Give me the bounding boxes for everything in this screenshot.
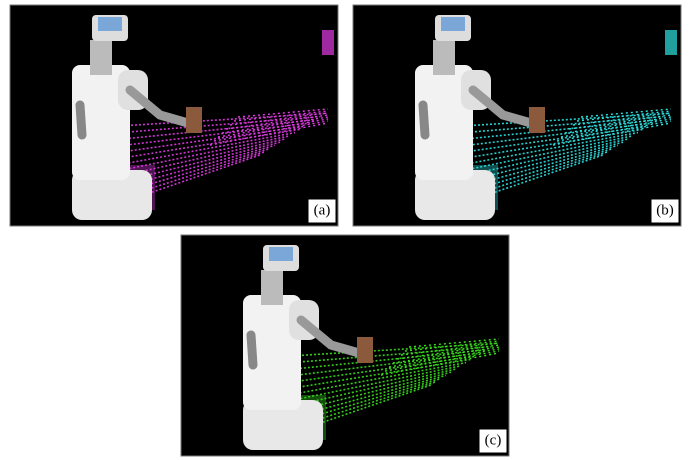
object-box xyxy=(529,107,545,133)
point-cloud-stripe xyxy=(443,131,639,169)
robot-arm xyxy=(75,100,87,140)
robot-base xyxy=(415,170,495,220)
point-cloud-stripe xyxy=(404,340,500,352)
object-box xyxy=(186,107,202,133)
point-cloud-stripe xyxy=(100,131,296,169)
point-cloud-stripe xyxy=(209,122,329,146)
point-cloud-stripe xyxy=(384,350,500,372)
point-cloud-stripe xyxy=(271,361,467,399)
panel-label: (b) xyxy=(656,202,674,218)
point-cloud-stripe xyxy=(380,352,500,376)
point-cloud-stripe xyxy=(388,348,500,368)
robot-column xyxy=(261,270,283,305)
robot-arm xyxy=(418,100,430,140)
point-cloud-stripe xyxy=(572,112,672,126)
point-cloud-stripe xyxy=(396,344,500,360)
point-cloud-stripe xyxy=(408,338,500,348)
point-cloud-stripe xyxy=(283,349,487,371)
robot-torso xyxy=(243,295,301,410)
robot-column xyxy=(90,40,112,75)
point-cloud-stripe xyxy=(455,119,659,141)
label-box xyxy=(478,428,508,454)
point-cloud-stripe xyxy=(109,122,311,148)
panel: (c) xyxy=(180,234,510,457)
point-cloud-stripe xyxy=(213,120,329,142)
point-cloud-stripe xyxy=(106,125,306,155)
label-box xyxy=(307,198,337,224)
robot-screen xyxy=(98,17,122,31)
point-cloud-stripe xyxy=(576,110,672,122)
panel: (b) xyxy=(352,4,682,227)
robot-screen xyxy=(269,247,293,261)
point-cloud-stripe xyxy=(560,118,672,138)
panel: (a) xyxy=(9,4,339,227)
point-cloud-stripe xyxy=(280,352,482,378)
point-cloud-far xyxy=(322,30,334,55)
robot-arm xyxy=(125,85,193,128)
point-cloud-stripe xyxy=(225,114,329,130)
point-cloud-stripe xyxy=(568,114,672,130)
point-cloud-stripe xyxy=(237,108,329,118)
point-cloud-stripe xyxy=(103,128,301,162)
robot-arm xyxy=(296,315,364,358)
robot-base xyxy=(72,170,152,220)
object-box xyxy=(357,337,373,363)
point-cloud-stripe xyxy=(446,128,644,162)
point-cloud-stripe xyxy=(449,125,649,155)
panel-label: (a) xyxy=(314,202,331,218)
robot-screen xyxy=(441,17,465,31)
point-cloud-stripe xyxy=(452,122,654,148)
robot-torso xyxy=(72,65,130,180)
robot-base xyxy=(243,400,323,450)
point-cloud-stripe xyxy=(233,110,329,122)
point-cloud-far xyxy=(665,30,677,55)
robot-column xyxy=(433,40,455,75)
robot-arm xyxy=(246,330,258,370)
point-cloud-stripe xyxy=(556,120,672,142)
point-cloud-stripe xyxy=(229,112,329,126)
point-cloud-stripe xyxy=(400,342,500,356)
point-cloud-stripe xyxy=(274,358,472,392)
panel-label: (c) xyxy=(485,432,502,448)
point-cloud-stripe xyxy=(580,108,672,118)
point-cloud-stripe xyxy=(552,122,672,146)
robot-torso xyxy=(415,65,473,180)
point-cloud-stripe xyxy=(217,118,329,138)
robot-arm xyxy=(468,85,536,128)
label-box xyxy=(650,198,680,224)
point-cloud-stripe xyxy=(277,355,477,385)
point-cloud-stripe xyxy=(112,119,316,141)
